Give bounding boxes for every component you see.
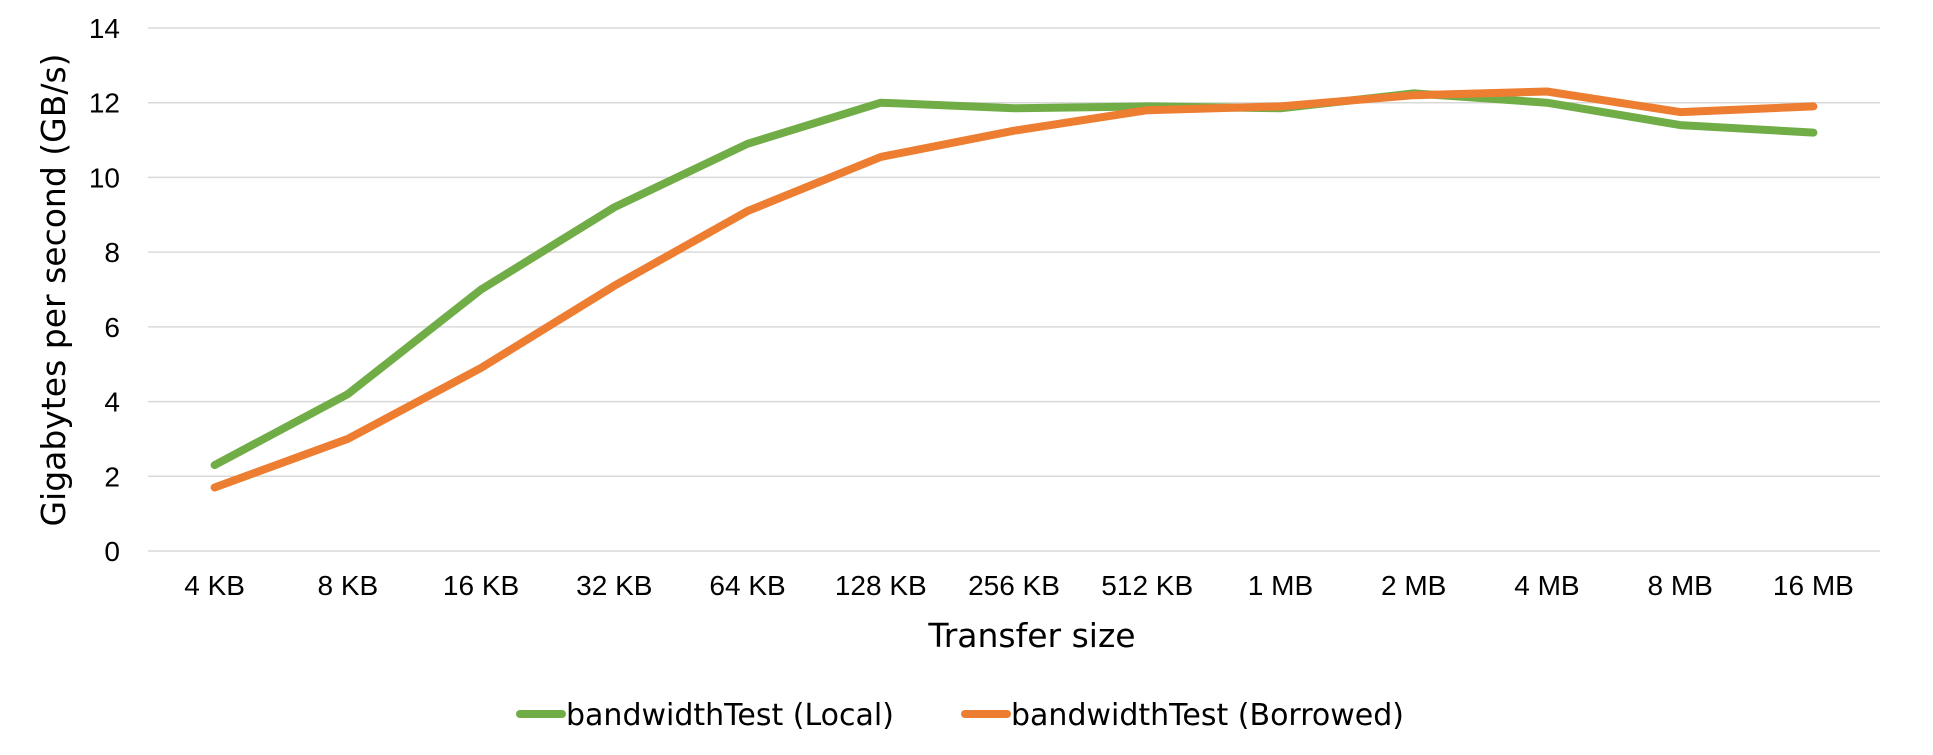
x-tick-label: 2 MB	[1381, 570, 1446, 601]
series-line-borrowed	[210, 87, 1818, 492]
series-lines	[210, 87, 1818, 492]
y-tick-label: 0	[104, 536, 120, 567]
y-tick-label: 14	[89, 13, 120, 44]
y-axis-title: Gigabytes per second (GB/s)	[34, 53, 73, 526]
x-tick-label: 64 KB	[709, 570, 785, 601]
x-tick-label: 1 MB	[1248, 570, 1313, 601]
y-axis-ticks: 0 2 4 6 8 10 12 14	[89, 13, 120, 567]
legend-label: bandwidthTest (Local)	[566, 698, 894, 733]
legend-label: bandwidthTest (Borrowed)	[1011, 698, 1404, 733]
x-tick-label: 512 KB	[1101, 570, 1193, 601]
y-tick-label: 4	[104, 387, 120, 418]
x-tick-label: 256 KB	[968, 570, 1060, 601]
series-line-local	[210, 89, 1818, 470]
x-axis-title: Transfer size	[927, 616, 1135, 655]
y-tick-label: 2	[104, 461, 120, 492]
y-tick-label: 12	[89, 88, 120, 119]
x-tick-label: 16 MB	[1773, 570, 1854, 601]
legend: bandwidthTest (Local) bandwidthTest (Borr…	[516, 698, 1404, 733]
x-tick-label: 128 KB	[835, 570, 927, 601]
x-tick-label: 32 KB	[576, 570, 652, 601]
x-tick-label: 4 KB	[184, 570, 245, 601]
x-tick-label: 4 MB	[1514, 570, 1579, 601]
x-axis-ticks: 4 KB 8 KB 16 KB 32 KB 64 KB 128 KB 256 KB 512 K…	[184, 570, 1854, 601]
x-tick-label: 8 MB	[1647, 570, 1712, 601]
y-tick-label: 6	[104, 312, 120, 343]
y-tick-label: 8	[104, 237, 120, 268]
x-tick-label: 8 KB	[317, 570, 378, 601]
x-tick-label: 16 KB	[443, 570, 519, 601]
y-tick-label: 10	[89, 162, 120, 193]
